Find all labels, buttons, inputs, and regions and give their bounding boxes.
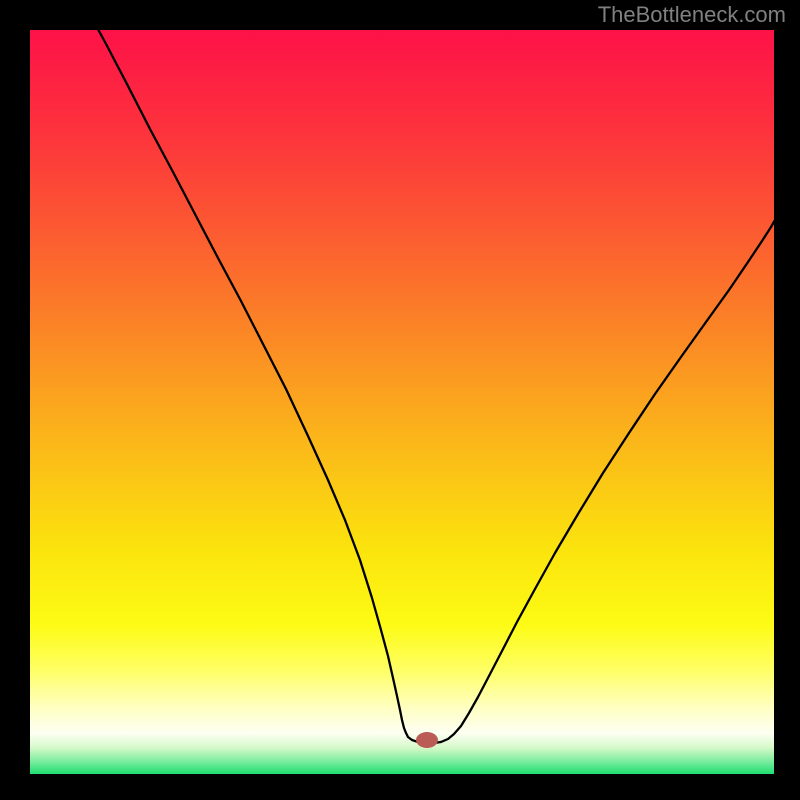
optimal-point-marker <box>416 732 438 748</box>
watermark-text: TheBottleneck.com <box>598 2 786 28</box>
bottleneck-chart <box>30 30 774 774</box>
gradient-background <box>30 30 774 774</box>
